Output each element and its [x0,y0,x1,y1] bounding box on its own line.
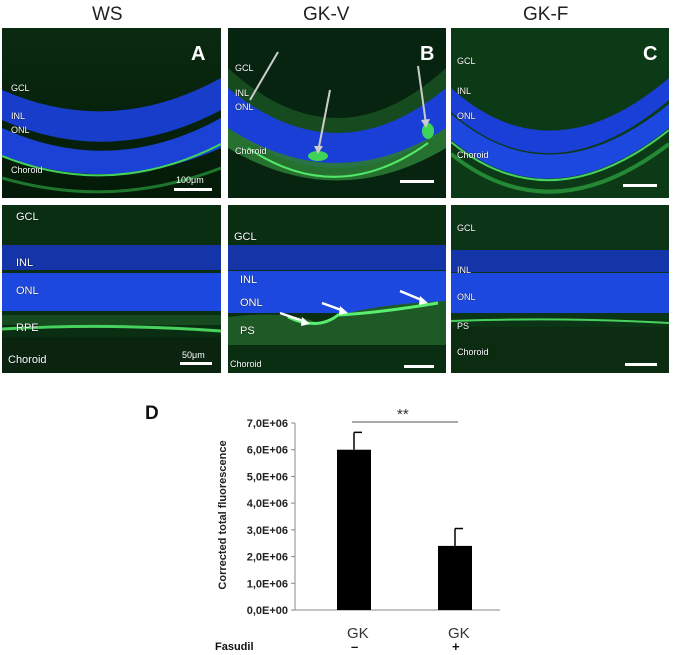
retina-image-b [228,28,446,198]
scale-label-50um: 50μm [182,350,205,360]
scale-bar-gkv-detail [404,365,434,368]
panel-gkv-detail: GCL INL ONL PS Choroid [228,205,446,373]
label-choroid: Choroid [457,347,489,357]
y-tick-label: 2,0E+06 [247,552,288,564]
panel-ws-detail: GCL INL ONL RPE Choroid 50μm [2,205,221,373]
y-tick-label: 6,0E+06 [247,445,288,457]
label-rpe: RPE [16,322,39,334]
label-gcl: GCL [11,83,30,93]
label-onl: ONL [235,102,254,112]
label-gcl: GCL [457,56,476,66]
panel-letter-a: A [191,43,206,65]
label-inl: INL [16,257,34,269]
y-axis-ticks: 0,0E+00 1,0E+06 2,0E+06 3,0E+06 4,0E+06 5,0E+… [247,418,500,617]
label-onl: ONL [457,292,476,302]
label-onl: ONL [11,125,30,135]
scale-bar-c [623,184,657,187]
column-title-ws: WS [92,4,123,25]
label-onl: ONL [457,111,476,121]
panel-letter-b: B [420,43,435,65]
label-inl: INL [457,265,472,275]
scale-label-100um: 100μm [176,175,204,185]
label-inl: INL [235,88,250,98]
panel-b-gkv-overview: GCL INL ONL Choroid B [228,28,446,198]
bar [438,545,472,610]
label-gcl: GCL [235,63,254,73]
bars [337,431,472,610]
scale-bar-b [400,180,434,183]
label-inl: INL [11,111,26,121]
label-choroid: Choroid [11,165,43,175]
panel-a-ws-overview: GCL INL ONL Choroid A 100μm [2,28,221,198]
panel-gkf-detail: GCL INL ONL PS Choroid [451,205,669,373]
label-gcl: GCL [16,211,39,223]
y-tick-label: 4,0E+06 [247,498,288,510]
scale-bar-gkf-detail [625,363,657,366]
label-choroid: Choroid [235,146,267,156]
retina-image-ws-detail [2,205,221,373]
label-ps: PS [240,325,255,337]
label-inl: INL [240,274,258,286]
retina-image-c [451,28,669,198]
label-gcl: GCL [234,231,257,243]
retina-image-gkf-detail [451,205,669,373]
category-label: GK [448,625,470,642]
bar [337,449,371,610]
panel-letter-c: C [643,43,658,65]
y-tick-label: 0,0E+00 [247,605,288,617]
x-axis-categories: GK–GK+ [347,625,470,653]
label-onl: ONL [16,285,39,297]
y-tick-label: 1,0E+06 [247,578,288,590]
category-label: GK [347,625,369,642]
label-choroid: Choroid [457,150,489,160]
y-tick-label: 7,0E+06 [247,418,288,430]
column-title-gkv: GK-V [303,4,350,25]
label-gcl: GCL [457,223,476,233]
scale-bar-ws-detail [180,362,212,365]
treatment-label: Fasudil [215,641,254,653]
y-tick-label: 5,0E+06 [247,471,288,483]
label-choroid: Choroid [230,359,262,369]
y-tick-label: 3,0E+06 [247,525,288,537]
column-title-gkf: GK-F [523,4,569,25]
scale-bar-a [174,188,212,191]
panel-c-gkf-overview: GCL INL ONL Choroid C [451,28,669,198]
retina-image-gkv-detail [228,205,446,373]
significance-stars: ** [397,406,409,423]
label-ps: PS [457,321,470,331]
treatment-sign: + [452,639,460,653]
label-choroid: Choroid [8,354,47,366]
treatment-sign: – [351,639,358,653]
retina-image-a [2,28,221,198]
label-onl: ONL [240,297,263,309]
bar-chart-fluorescence: D Corrected total fluorescence 0,0E+00 1,… [145,403,500,653]
panel-letter-d: D [145,403,159,424]
y-axis-label: Corrected total fluorescence [217,440,229,589]
label-inl: INL [457,86,472,96]
